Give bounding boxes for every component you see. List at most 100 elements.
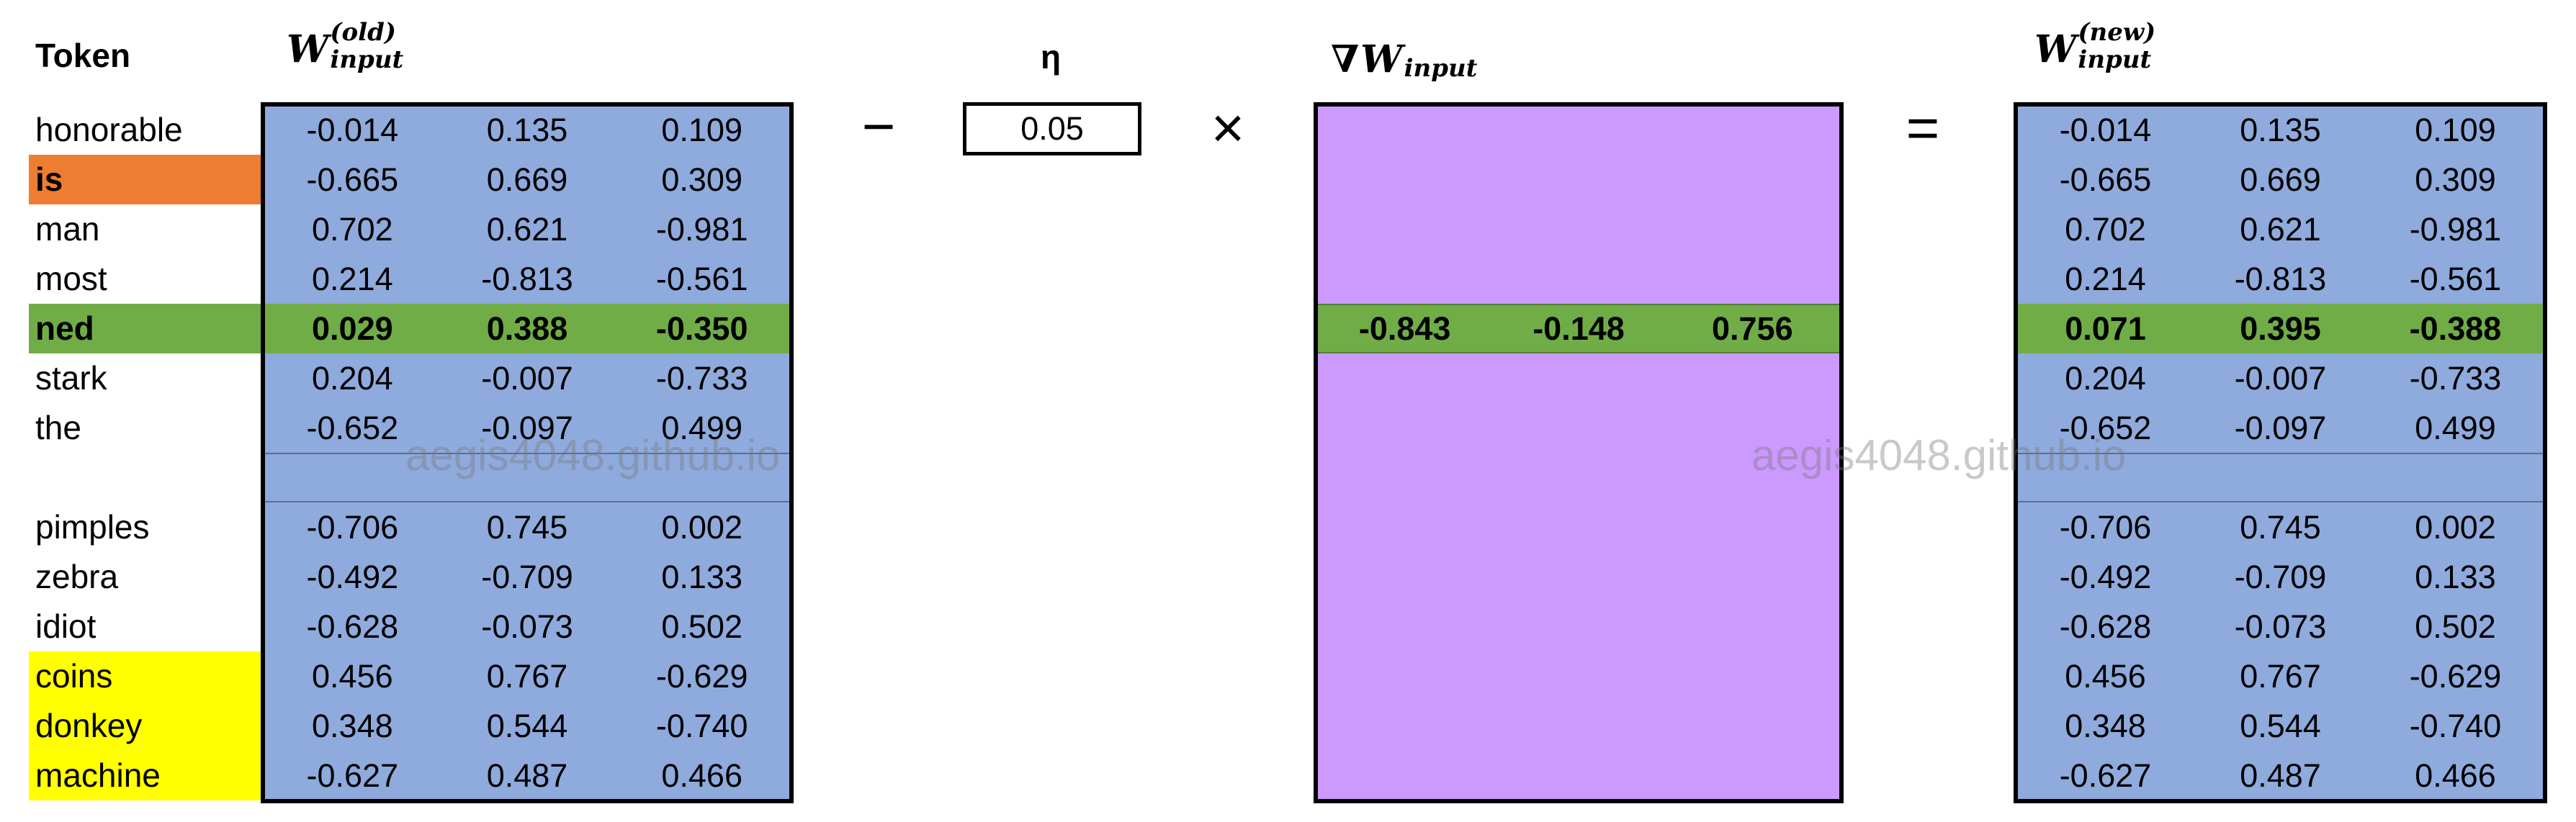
w-old-cell: -0.628 (306, 608, 399, 645)
w-new-cell: 0.133 (2415, 558, 2496, 595)
w-new-cell: -0.629 (2409, 657, 2502, 695)
w-old-row: -0.652 -0.097 0.499 (265, 403, 789, 453)
w-new-row: -0.652 -0.097 0.499 (2018, 403, 2543, 453)
w-new-cell: -0.628 (2059, 608, 2152, 645)
w-new-row: 0.702 0.621 -0.981 (2018, 204, 2543, 254)
w-new-row: 0.348 0.544 -0.740 (2018, 701, 2543, 751)
watermark-right: aegis4048.github.io (1751, 431, 2127, 479)
w-old-row: -0.014 0.135 0.109 (265, 105, 789, 155)
token-label: stark (35, 359, 107, 397)
gradient-cell: -0.843 (1358, 310, 1451, 347)
token-label: machine (29, 751, 261, 800)
w-new-row: -0.665 0.669 0.309 (2018, 155, 2543, 204)
w-old-cell: 0.133 (661, 558, 742, 595)
w-new-cell: 0.109 (2415, 111, 2496, 148)
w-new-row: 0.214 -0.813 -0.561 (2018, 254, 2543, 304)
w-new-cell: 0.135 (2240, 111, 2321, 148)
token-label: man (35, 210, 100, 248)
gradient-subscript: input (1404, 54, 1478, 83)
w-new-cell: 0.499 (2415, 409, 2496, 446)
w-old-cell: 0.029 (312, 310, 393, 347)
watermark-left: aegis4048.github.io (405, 431, 781, 479)
w-old-cell: 0.109 (661, 111, 742, 148)
w-old-cell: 0.204 (312, 359, 393, 397)
w-old-matrix: -0.014 0.135 0.109 -0.665 0.669 0.309 0.702 0.6… (261, 102, 794, 803)
w-new-cell: -0.740 (2409, 707, 2502, 744)
w-new-symbol: W (2034, 27, 2077, 71)
w-old-cell: 0.487 (486, 756, 568, 794)
w-old-cell: 0.767 (486, 657, 568, 695)
w-old-cell: -0.981 (655, 210, 748, 248)
token-label: idiot (35, 608, 97, 645)
w-new-cell: 0.487 (2240, 756, 2321, 794)
w-old-subscript: input (330, 45, 404, 74)
gradient-header: ∇ W input (1331, 37, 1477, 81)
w-old-cell: 0.135 (486, 111, 568, 148)
gradient-row: -0.843 -0.148 0.756 (1318, 304, 1839, 353)
w-old-cell: -0.813 (481, 260, 573, 297)
w-new-row: -0.706 0.745 0.002 (2018, 502, 2543, 552)
times-operator: × (1211, 96, 1245, 160)
w-new-cell: -0.014 (2059, 111, 2152, 148)
w-old-cell: 0.456 (312, 657, 393, 695)
w-new-cell: 0.348 (2065, 707, 2146, 744)
token-label: most (35, 260, 107, 297)
w-old-cell: 0.544 (486, 707, 568, 744)
w-new-header: W (new) input (2034, 20, 2155, 74)
w-old-cell: 0.388 (486, 310, 568, 347)
w-old-cell: 0.214 (312, 260, 393, 297)
gradient-cell: -0.148 (1532, 310, 1625, 347)
w-new-cell: 0.544 (2240, 707, 2321, 744)
w-old-cell: 0.702 (312, 210, 393, 248)
w-new-cell: -0.073 (2234, 608, 2327, 645)
w-old-row: 0.214 -0.813 -0.561 (265, 254, 789, 304)
w-new-subscript: input (2078, 45, 2152, 74)
w-old-cell: 0.621 (486, 210, 568, 248)
w-new-superscript: (new) (2078, 18, 2156, 47)
w-new-cell: -0.981 (2409, 210, 2502, 248)
w-new-row: 0.204 -0.007 -0.733 (2018, 353, 2543, 403)
w-old-cell: 0.669 (486, 161, 568, 198)
w-old-row: 0.348 0.544 -0.740 (265, 701, 789, 751)
equals-operator: = (1906, 96, 1940, 160)
w-new-cell: -0.627 (2059, 756, 2152, 794)
w-old-cell: 0.002 (661, 508, 742, 546)
w-new-cell: 0.395 (2240, 310, 2321, 347)
w-new-cell: 0.002 (2415, 508, 2496, 546)
w-new-cell: 0.309 (2415, 161, 2496, 198)
minus-operator: − (861, 94, 896, 158)
w-new-matrix: -0.014 0.135 0.109 -0.665 0.669 0.309 0.702 0.6… (2014, 102, 2547, 803)
gradient-matrix: -0.843 -0.148 0.756 (1314, 102, 1844, 803)
token-label: honorable (35, 111, 183, 148)
w-old-cell: -0.629 (655, 657, 748, 695)
w-new-cell: 0.621 (2240, 210, 2321, 248)
w-old-row (265, 453, 789, 502)
w-new-cell: 0.702 (2065, 210, 2146, 248)
w-new-cell: -0.007 (2234, 359, 2327, 397)
w-old-cell: 0.466 (661, 756, 742, 794)
w-new-cell: -0.733 (2409, 359, 2502, 397)
token-separator (29, 453, 261, 502)
w-new-cell: -0.665 (2059, 161, 2152, 198)
w-old-cell: 0.309 (661, 161, 742, 198)
w-new-cell: 0.071 (2065, 310, 2146, 347)
w-old-cell: -0.492 (306, 558, 399, 595)
w-old-cell: -0.561 (655, 260, 748, 297)
w-new-cell: -0.709 (2234, 558, 2327, 595)
w-new-cell: 0.214 (2065, 260, 2146, 297)
w-old-cell: 0.348 (312, 707, 393, 744)
w-old-cell: -0.733 (655, 359, 748, 397)
w-old-cell: -0.627 (306, 756, 399, 794)
w-old-cell: -0.706 (306, 508, 399, 546)
w-new-cell: 0.669 (2240, 161, 2321, 198)
w-new-cell: -0.097 (2234, 409, 2327, 446)
w-old-row: 0.456 0.767 -0.629 (265, 651, 789, 701)
w-new-cell: 0.456 (2065, 657, 2146, 695)
w-new-cell: -0.561 (2409, 260, 2502, 297)
token-label: donkey (29, 701, 261, 751)
w-old-superscript: (old) (330, 18, 396, 47)
w-new-cell: -0.813 (2234, 260, 2327, 297)
w-old-cell: -0.350 (655, 310, 748, 347)
w-old-cell: -0.740 (655, 707, 748, 744)
w-old-cell: -0.014 (306, 111, 399, 148)
